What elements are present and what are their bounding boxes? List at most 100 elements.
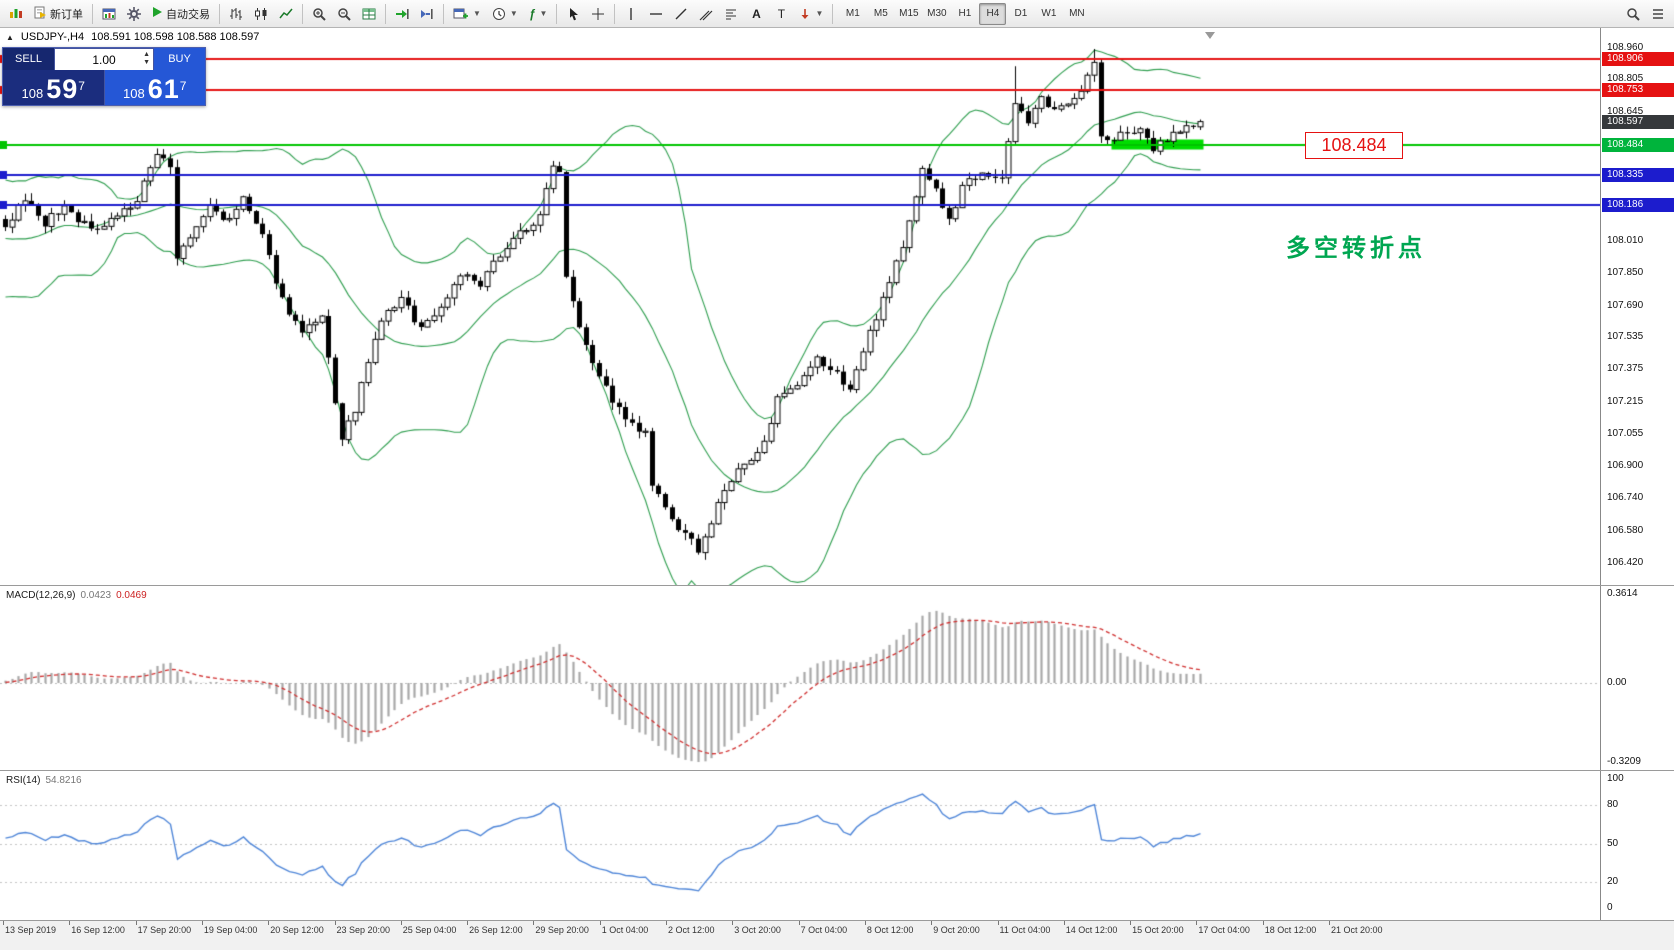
chart-symbol-period: USDJPY-,H4: [20, 31, 85, 43]
auto-scroll-button[interactable]: [390, 2, 414, 26]
sell-button[interactable]: SELL: [3, 48, 55, 70]
price-axis-badge-blue: 108.186: [1602, 197, 1674, 212]
timeframe-button-h1[interactable]: H1: [951, 3, 978, 25]
new-chart-button[interactable]: ▼: [448, 2, 486, 26]
volume-spinner[interactable]: ▲ ▼: [143, 51, 150, 67]
timeframe-button-mn[interactable]: MN: [1063, 3, 1090, 25]
timeframe-button-m15[interactable]: M15: [895, 3, 922, 25]
time-axis-tick: [1262, 921, 1264, 925]
tile-windows-button[interactable]: [357, 2, 381, 26]
zoom-out-button[interactable]: [332, 2, 356, 26]
chart-shift-button[interactable]: [415, 2, 439, 26]
rsi-axis-label: 50: [1607, 837, 1619, 849]
buy-price-int: 108: [123, 86, 145, 101]
time-axis-label: 3 Oct 20:00: [734, 925, 781, 935]
indicators-button[interactable]: ƒ ▼: [524, 2, 553, 26]
text-label-icon: T: [777, 6, 786, 21]
time-axis-label: 15 Oct 20:00: [1132, 925, 1184, 935]
time-axis-label: 25 Sep 04:00: [402, 925, 457, 935]
chart-shift-marker-icon[interactable]: [1205, 32, 1215, 39]
price-axis-label: 106.420: [1607, 557, 1644, 568]
fibonacci-button[interactable]: [719, 2, 743, 26]
text-label-button[interactable]: T: [769, 2, 793, 26]
buy-price[interactable]: 108 61 7: [104, 70, 205, 105]
timeframe-button-m5[interactable]: M5: [867, 3, 894, 25]
autotrading-label: 自动交易: [166, 8, 210, 21]
candlestick-button[interactable]: [249, 2, 273, 26]
cursor-button[interactable]: [561, 2, 585, 26]
time-axis-tick: [201, 921, 203, 925]
time-axis-tick: [400, 921, 402, 925]
price-axis-label: 106.580: [1607, 524, 1644, 536]
experts-button[interactable]: [122, 2, 146, 26]
price-axis-badge-red: 108.753: [1602, 82, 1674, 97]
rsi-value: 54.8216: [45, 775, 82, 786]
sell-price[interactable]: 108 59 7: [3, 70, 105, 105]
dropdown-caret-icon: ▼: [539, 9, 548, 18]
toolbar: 新订单 自动交易 ▼ ▼ ƒ ▼ A T ▼: [0, 0, 1674, 28]
arrows-tool-button[interactable]: ▼: [794, 2, 828, 26]
timeframe-button-d1[interactable]: D1: [1007, 3, 1034, 25]
time-axis-tick: [732, 921, 734, 925]
time-axis-tick: [666, 921, 667, 925]
autotrading-button[interactable]: 自动交易: [147, 2, 215, 26]
chart-annotation-text[interactable]: 多空转折点: [1286, 235, 1426, 262]
price-axis-label: 106.740: [1607, 492, 1644, 504]
rsi-name: RSI(14): [6, 775, 41, 786]
symbols-button[interactable]: [1646, 2, 1670, 26]
macd-axis-label: -0.3209: [1607, 756, 1641, 767]
timeframe-button-w1[interactable]: W1: [1035, 3, 1062, 25]
price-axis-label: 108.645: [1607, 105, 1644, 117]
time-axis-tick: [135, 921, 137, 925]
line-chart-button[interactable]: [274, 2, 298, 26]
zoom-in-button[interactable]: [307, 2, 331, 26]
periods-button[interactable]: ▼: [487, 2, 523, 26]
search-button[interactable]: [1621, 2, 1645, 26]
time-axis-label: 13 Sep 2019: [5, 925, 57, 935]
new-order-label: 新订单: [50, 8, 83, 21]
price-axis[interactable]: 108.960 108.805 108.645 108.010 107.850 107.6…: [1600, 28, 1674, 585]
text-button[interactable]: A: [744, 2, 768, 26]
time-axis-tick: [1329, 921, 1330, 925]
rsi-axis[interactable]: 100 80 50 20 0: [1600, 771, 1674, 920]
bar-chart-button[interactable]: [224, 2, 248, 26]
timeframe-button-m1[interactable]: M1: [839, 3, 866, 25]
toolbar-separator: [219, 3, 220, 24]
volume-decrease-icon[interactable]: ▼: [143, 59, 150, 66]
chart-canvas[interactable]: [0, 28, 1600, 585]
time-axis-tick: [467, 921, 469, 925]
volume-input[interactable]: 1.00 ▲ ▼: [55, 48, 153, 70]
time-axis[interactable]: 13 Sep 2019 16 Sep 12:00 17 Sep 20:00 19 Se…: [0, 920, 1674, 950]
new-order-button[interactable]: 新订单: [29, 2, 88, 26]
time-axis-tick: [1196, 921, 1198, 925]
time-axis-label: 29 Sep 20:00: [535, 925, 589, 935]
price-axis-label: 107.535: [1607, 330, 1644, 342]
trade-panel-collapse-toggle[interactable]: ▲: [6, 32, 14, 42]
horizontal-line-button[interactable]: [644, 2, 668, 26]
vertical-line-button[interactable]: [619, 2, 643, 26]
macd-axis[interactable]: 0.3614 0.00 -0.3209: [1600, 586, 1674, 770]
trendline-button[interactable]: [669, 2, 693, 26]
macd-name: MACD(12,26,9): [6, 590, 76, 601]
buy-price-sup: 7: [179, 79, 187, 93]
charts-button[interactable]: [97, 2, 121, 26]
price-axis-label: 107.850: [1607, 267, 1644, 279]
buy-button[interactable]: BUY: [153, 48, 205, 70]
price-axis-label: 108.805: [1607, 73, 1644, 85]
toolbar-separator: [614, 3, 616, 24]
toolbar-separator: [385, 3, 386, 24]
channel-button[interactable]: [694, 2, 718, 26]
volume-increase-icon[interactable]: ▲: [143, 51, 150, 58]
rsi-axis-label: 80: [1607, 798, 1619, 810]
rsi-canvas[interactable]: [0, 771, 1600, 920]
timeframe-button-h4[interactable]: H4: [979, 2, 1007, 25]
price-tag-label[interactable]: 108.484: [1305, 131, 1403, 159]
time-axis-tick: [268, 921, 270, 925]
timeframe-button-m30[interactable]: M30: [923, 3, 950, 25]
time-axis-tick: [599, 921, 601, 925]
time-axis-label: 19 Sep 04:00: [203, 925, 258, 935]
time-axis-label: 18 Oct 12:00: [1264, 925, 1317, 935]
crosshair-button[interactable]: [586, 2, 610, 26]
volume-value[interactable]: 1.00: [92, 52, 116, 67]
macd-canvas[interactable]: [0, 586, 1600, 770]
